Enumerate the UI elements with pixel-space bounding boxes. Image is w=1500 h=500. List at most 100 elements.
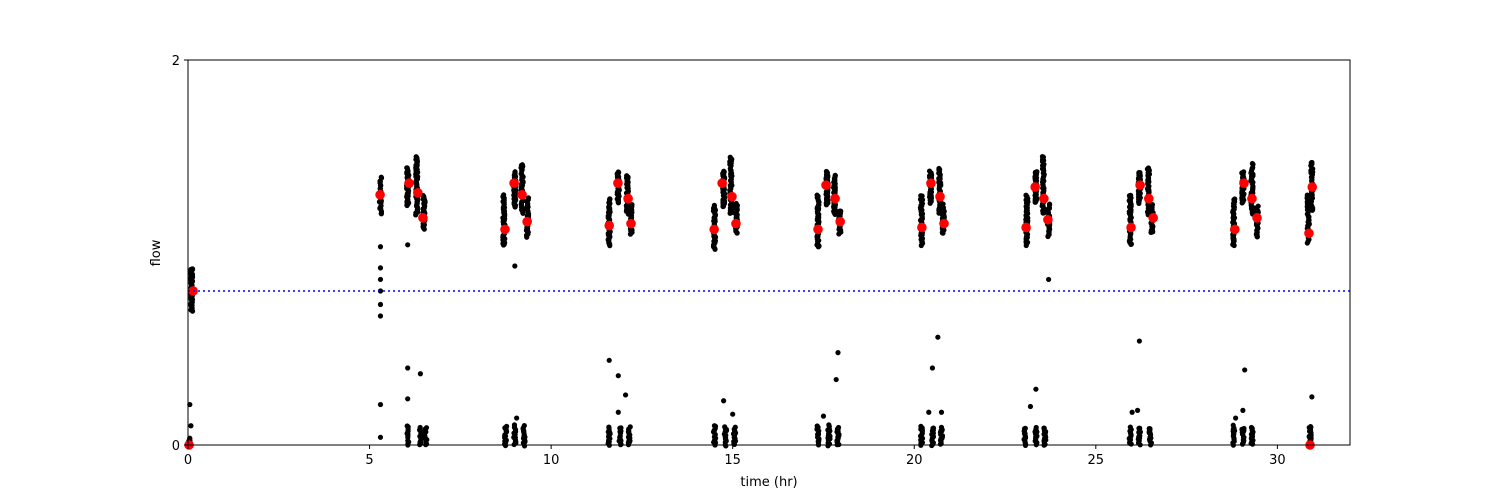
sample-point — [423, 425, 430, 431]
sample-point — [721, 168, 727, 174]
sample-point — [1230, 422, 1236, 428]
sample-point — [1137, 425, 1143, 431]
sample-point — [377, 276, 384, 283]
mean-point — [926, 178, 936, 188]
sample-point — [377, 401, 384, 408]
sample-point — [378, 174, 384, 180]
sample-point — [732, 424, 738, 430]
sample-point — [377, 434, 384, 440]
sample-point — [1145, 165, 1152, 171]
y-axis-label: flow — [149, 239, 164, 266]
sample-point — [618, 425, 624, 431]
mean-point — [717, 178, 727, 188]
sample-point — [615, 409, 621, 415]
mean-point — [835, 216, 845, 227]
mean-point — [604, 220, 615, 231]
mean-point — [623, 193, 633, 204]
mean-point — [1135, 180, 1145, 190]
sample-point — [1039, 153, 1046, 160]
sample-point — [835, 424, 842, 431]
sample-point — [833, 376, 839, 383]
mean-point — [1148, 213, 1158, 223]
mean-point — [613, 178, 623, 188]
sample-point — [525, 195, 532, 201]
sample-point — [417, 371, 423, 377]
sample-point — [938, 409, 945, 415]
sample-point — [404, 165, 410, 171]
mean-point — [731, 218, 741, 229]
sample-point — [733, 200, 739, 207]
sample-point — [405, 396, 411, 402]
mean-point — [413, 188, 423, 198]
sample-point — [405, 242, 411, 248]
sample-point — [615, 169, 621, 175]
sample-point — [377, 244, 384, 250]
sample-point — [820, 413, 827, 419]
sample-point — [511, 422, 518, 428]
mean-point — [1252, 213, 1262, 223]
sample-point — [1046, 276, 1052, 283]
mean-point — [1239, 178, 1249, 188]
sample-point — [1309, 394, 1315, 400]
sample-point — [1146, 426, 1152, 432]
sample-point — [1241, 169, 1247, 175]
sample-point — [606, 424, 612, 430]
sample-point — [1033, 386, 1039, 392]
sample-point — [1136, 338, 1142, 344]
mean-point — [1230, 224, 1240, 235]
sample-point — [519, 162, 525, 168]
x-tick-label: 10 — [543, 453, 560, 468]
mean-point — [517, 189, 527, 200]
sample-point — [1022, 425, 1028, 431]
sample-point — [1241, 425, 1247, 432]
sample-point — [929, 365, 936, 371]
sample-point — [930, 425, 936, 432]
sample-point — [405, 365, 411, 371]
sample-point — [1128, 192, 1134, 198]
sample-point — [1041, 425, 1047, 431]
sample-point — [711, 202, 717, 208]
sample-point — [1046, 201, 1053, 207]
sample-point — [615, 373, 621, 379]
y-tick-label: 0 — [172, 439, 180, 454]
sample-point — [1127, 424, 1133, 430]
mean-point — [1021, 222, 1031, 233]
sample-point — [188, 423, 194, 429]
sample-point — [629, 201, 635, 208]
mean-point — [1304, 228, 1314, 239]
mean-point — [709, 224, 719, 235]
mean-point — [375, 189, 385, 200]
sample-point — [622, 392, 629, 398]
sample-point — [838, 208, 844, 214]
sample-point — [721, 398, 727, 404]
x-tick-label: 30 — [1269, 453, 1286, 468]
sample-point — [835, 350, 841, 356]
sample-point — [627, 424, 633, 430]
mean-point — [522, 216, 532, 227]
sample-point — [722, 424, 728, 430]
sample-point — [823, 168, 829, 175]
sample-point — [504, 423, 510, 429]
mean-point — [727, 191, 737, 202]
mean-point — [830, 193, 840, 204]
sample-point — [1232, 196, 1238, 202]
sample-point — [1248, 424, 1255, 431]
sample-point — [1027, 403, 1034, 410]
sample-point — [727, 154, 733, 160]
mean-point — [418, 213, 428, 223]
mean-point — [509, 178, 519, 188]
sample-point — [814, 423, 820, 429]
y-tick-label: 2 — [172, 54, 180, 69]
sample-point — [711, 423, 718, 429]
mean-point — [821, 180, 831, 190]
sample-point — [624, 173, 630, 179]
mean-point — [935, 191, 945, 202]
sample-point — [1240, 407, 1246, 413]
mean-point — [626, 218, 636, 229]
mean-point — [1030, 182, 1040, 192]
sample-point — [832, 172, 838, 178]
sample-point — [417, 424, 423, 431]
mean-point — [939, 218, 949, 229]
sample-point — [189, 266, 196, 272]
